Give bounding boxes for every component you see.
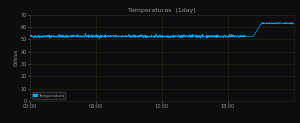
Legend: Temperatura: Temperatura (32, 92, 65, 99)
Title: Temperaturas  (1day): Temperaturas (1day) (128, 8, 196, 13)
Y-axis label: Célsius: Célsius (14, 49, 19, 66)
